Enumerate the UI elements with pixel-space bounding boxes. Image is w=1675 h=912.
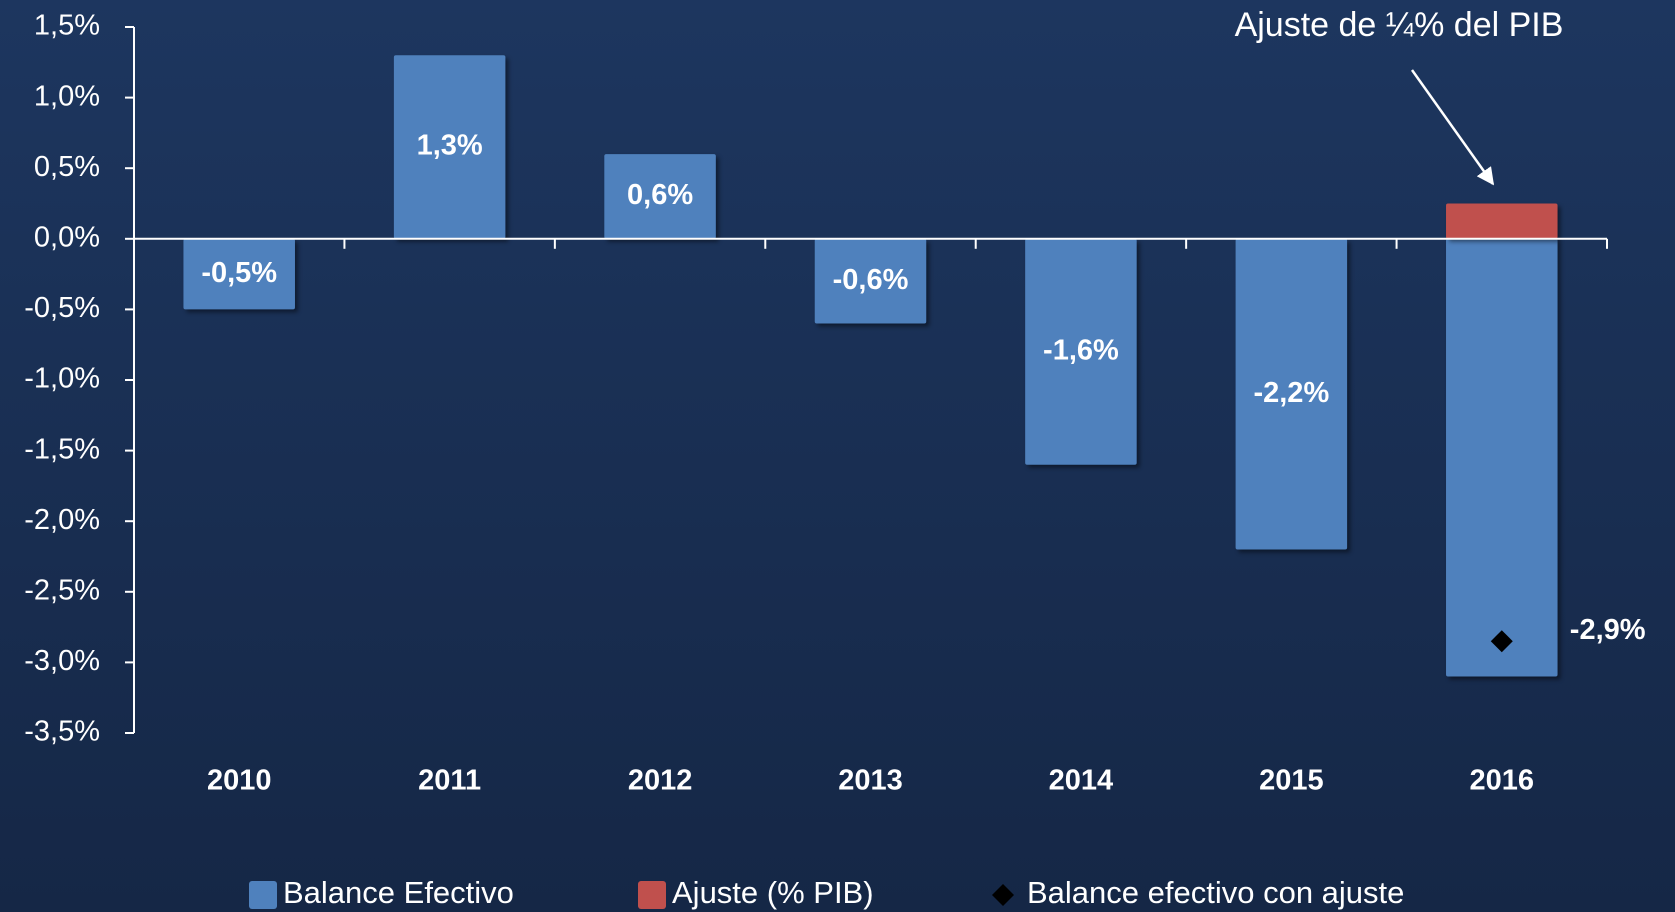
y-tick-label: -2,0% — [24, 504, 100, 536]
y-tick-label: -3,0% — [24, 645, 100, 677]
x-tick-label: 2010 — [207, 765, 272, 797]
x-tick-label: 2012 — [628, 765, 693, 797]
bar — [1235, 238, 1348, 550]
legend-label: Balance Efectivo — [283, 875, 514, 910]
bar — [1025, 238, 1137, 465]
y-tick-label: -3,5% — [24, 716, 100, 748]
y-tick-label: -0,5% — [24, 292, 100, 324]
legend-label: Ajuste (% PIB) — [672, 875, 874, 910]
bar — [393, 55, 506, 239]
y-tick-label: 1,5% — [34, 10, 100, 42]
x-tick-label: 2013 — [838, 765, 903, 797]
x-tick-label: 2015 — [1259, 765, 1324, 797]
legend-marker — [638, 881, 666, 909]
bar — [604, 154, 716, 239]
x-tick-label: 2011 — [418, 765, 481, 797]
marker — [1490, 630, 1513, 653]
bar — [183, 238, 295, 310]
legend-marker — [992, 884, 1014, 906]
bar — [1446, 203, 1558, 239]
y-tick-label: -2,5% — [24, 574, 100, 606]
legend-label: Balance efectivo con ajuste — [1027, 875, 1404, 910]
legend-marker — [249, 881, 277, 909]
y-tick-label: 0,5% — [34, 151, 100, 183]
bar — [814, 238, 927, 324]
annotation-arrow — [1410, 69, 1495, 186]
x-tick-label: 2014 — [1049, 765, 1114, 797]
y-tick-label: 1,0% — [34, 80, 100, 112]
y-tick-label: -1,5% — [24, 433, 100, 465]
data-label: -1,6% — [1043, 334, 1119, 366]
annotation: Ajuste de ¼% del PIB — [1235, 6, 1564, 44]
data-label: -2,2% — [1253, 377, 1329, 409]
x-tick-label: 2016 — [1470, 765, 1535, 797]
data-label: -0,6% — [833, 264, 909, 296]
data-label: -2,9% — [1570, 614, 1646, 646]
y-tick-label: -1,0% — [24, 363, 100, 395]
y-tick-label: 0,0% — [34, 221, 100, 253]
data-label: 0,6% — [627, 179, 693, 211]
data-label: 1,3% — [417, 130, 483, 162]
data-label: -0,5% — [201, 257, 277, 289]
bar — [1446, 238, 1558, 677]
